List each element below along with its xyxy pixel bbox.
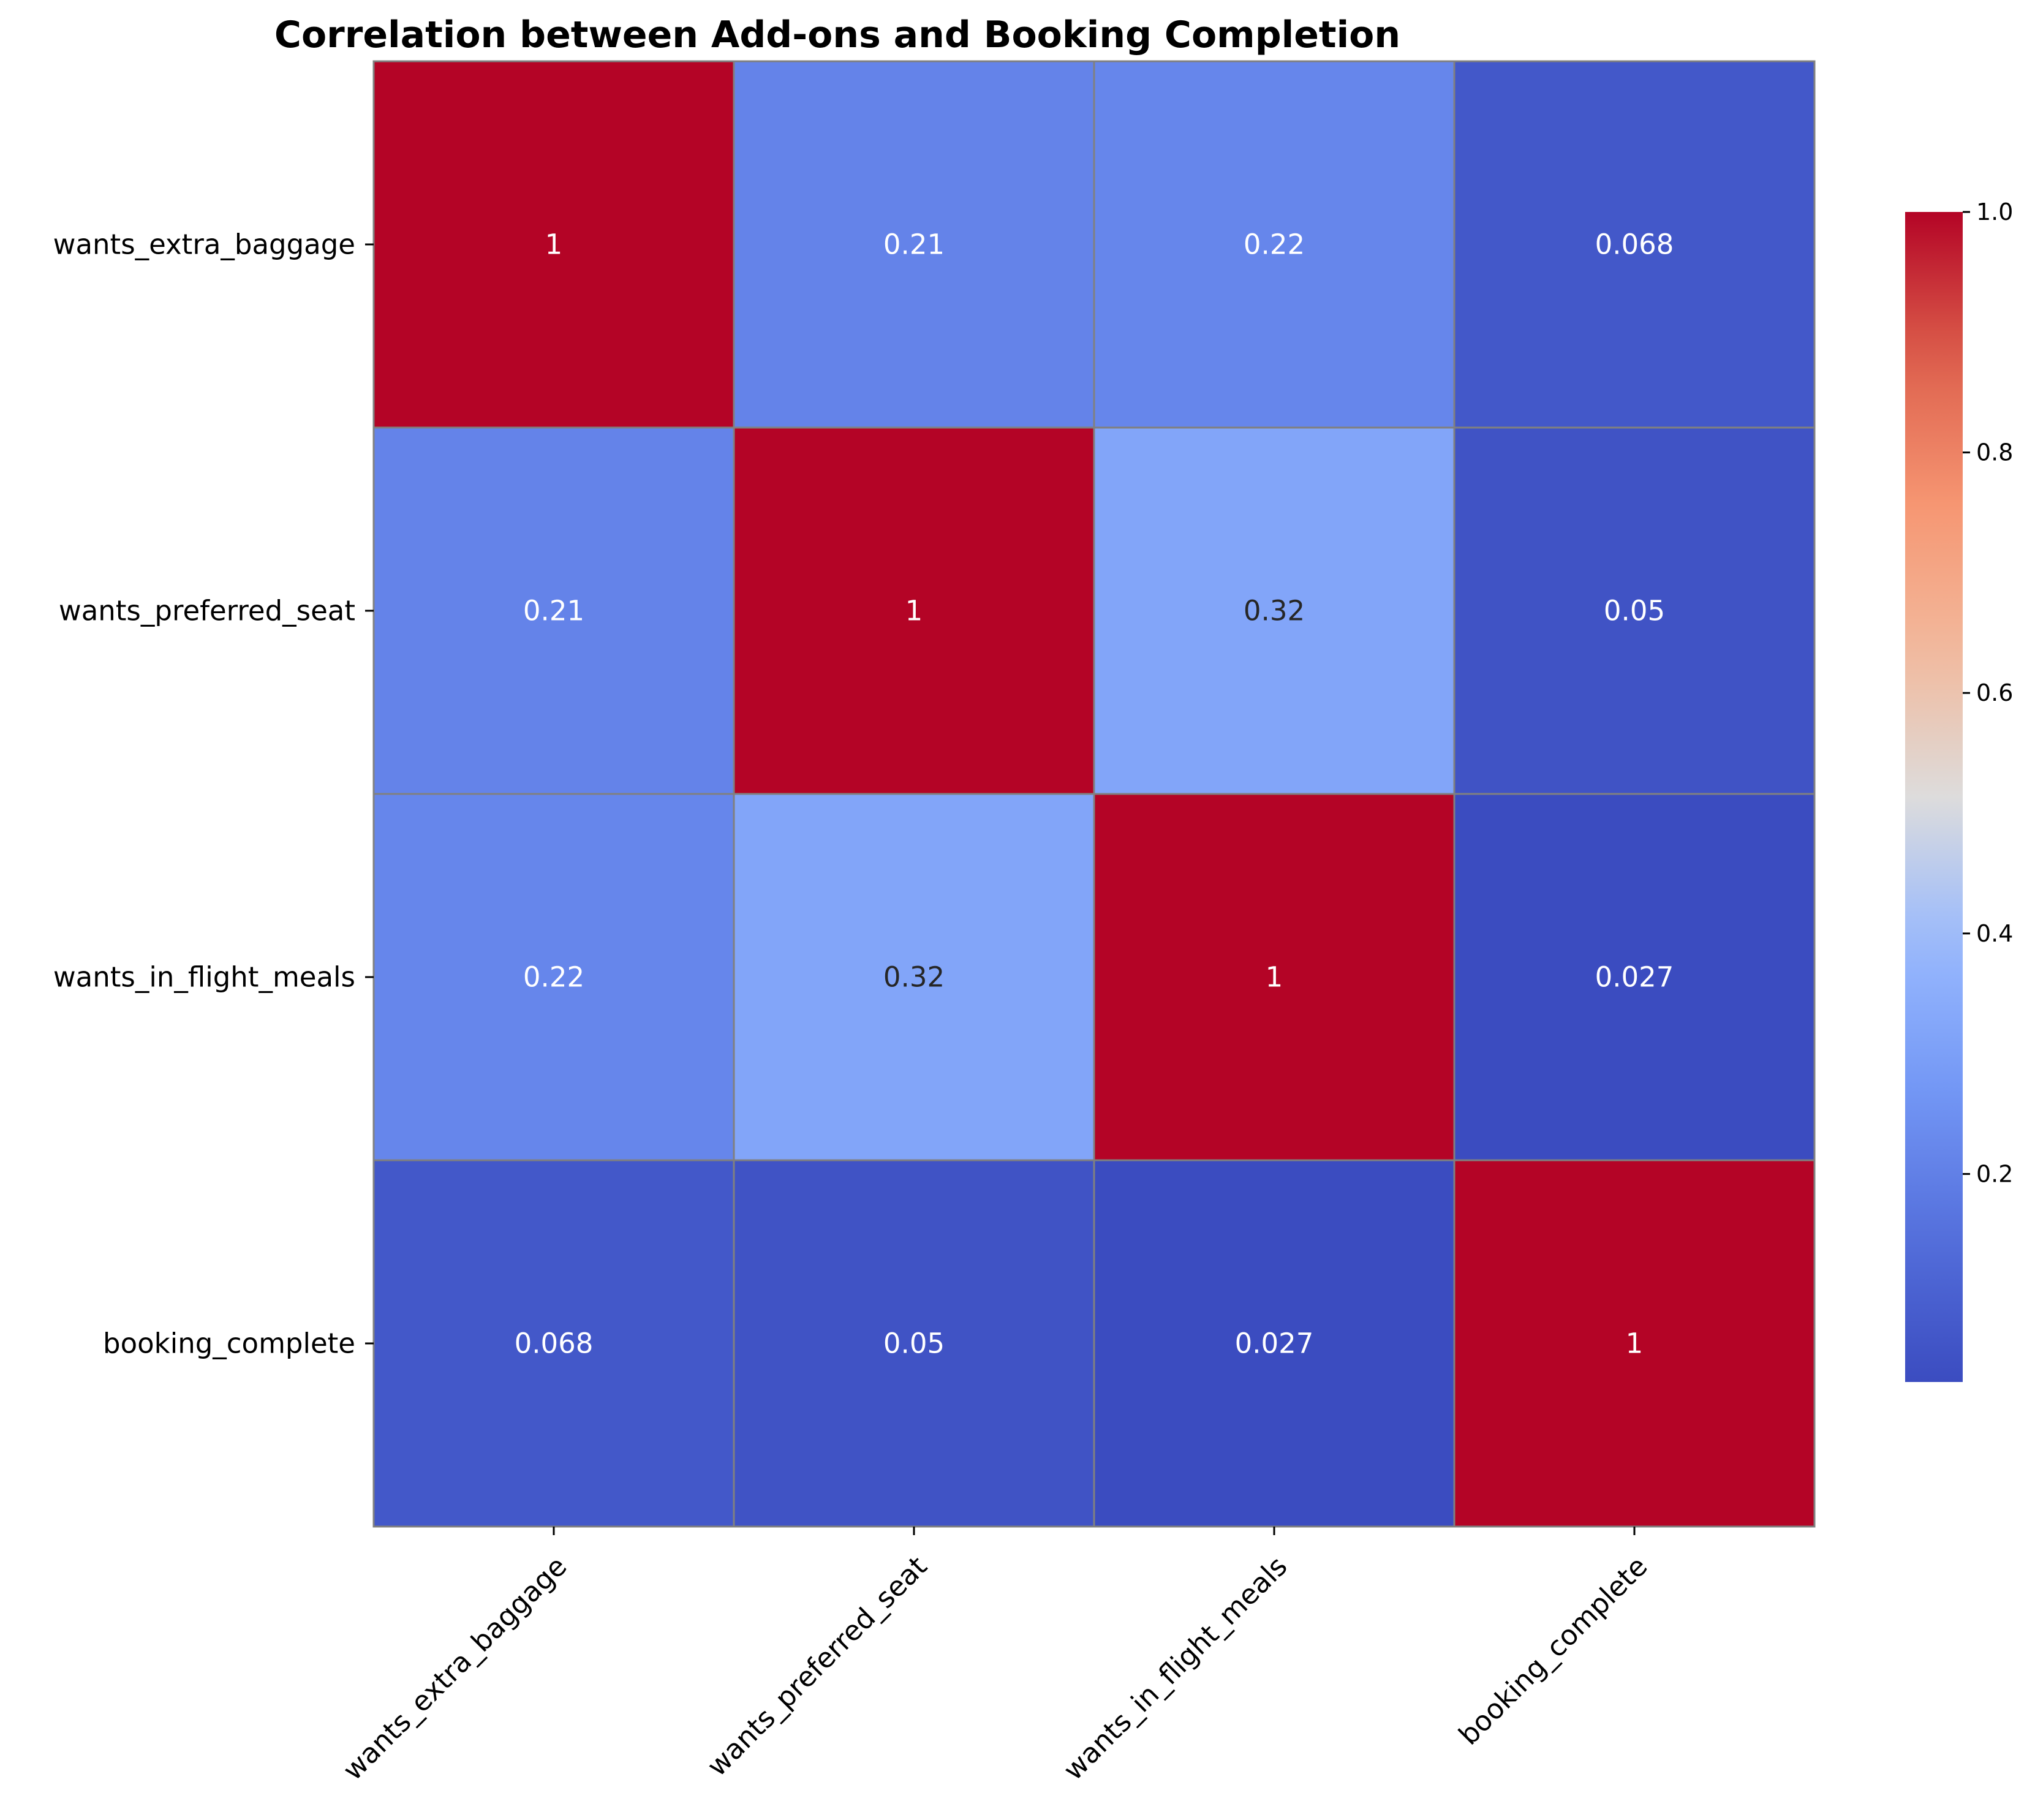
heatmap-cell bbox=[1093, 426, 1455, 795]
cell-annotation: 0.027 bbox=[1235, 1327, 1314, 1360]
heatmap-cell bbox=[1093, 1159, 1455, 1528]
cell-annotation: 1 bbox=[545, 228, 563, 261]
heatmap-cell bbox=[372, 1159, 735, 1528]
x-axis: wants_extra_baggage wants_preferred_seat w… bbox=[336, 1527, 1654, 1786]
cell-annotation: 1 bbox=[905, 595, 923, 627]
x-tick-label: wants_preferred_seat bbox=[701, 1550, 934, 1783]
y-tick-label: wants_extra_baggage bbox=[53, 228, 355, 261]
colorbar-tick-label: 0.8 bbox=[1976, 439, 2013, 466]
cell-annotation: 1 bbox=[1266, 961, 1283, 994]
colorbar-tick-label: 1.0 bbox=[1976, 198, 2013, 225]
colorbar-tick-label: 0.6 bbox=[1976, 679, 2013, 706]
heatmap-cell bbox=[1453, 1159, 1816, 1528]
heatmap-cell bbox=[733, 426, 1095, 795]
cell-annotation: 0.068 bbox=[515, 1327, 594, 1360]
colorbar: 0.2 0.4 0.6 0.8 1.0 bbox=[1905, 198, 2013, 1382]
chart-title: Correlation between Add-ons and Booking … bbox=[274, 13, 1400, 56]
heatmap-cell bbox=[733, 1159, 1095, 1528]
cell-annotation: 0.05 bbox=[1604, 595, 1665, 627]
cell-annotation: 0.068 bbox=[1595, 228, 1674, 261]
cell-annotations: 1 0.21 0.22 0.068 0.21 1 0.32 0.05 0.22 0.32 1 0.02… bbox=[515, 228, 1674, 1360]
cell-annotation: 0.32 bbox=[883, 961, 945, 994]
heatmap-cell bbox=[372, 60, 735, 429]
cell-annotation: 1 bbox=[1626, 1327, 1644, 1360]
colorbar-tick-label: 0.2 bbox=[1976, 1160, 2013, 1187]
x-tick-label: wants_extra_baggage bbox=[336, 1550, 573, 1786]
cell-annotation: 0.21 bbox=[883, 228, 945, 261]
cell-annotation: 0.027 bbox=[1595, 961, 1674, 994]
heatmap-cell bbox=[372, 426, 735, 795]
cell-annotation: 0.21 bbox=[523, 595, 584, 627]
y-axis: wants_extra_baggage wants_preferred_seatw… bbox=[53, 228, 374, 1360]
heatmap-cell bbox=[733, 793, 1095, 1161]
y-tick-label: wants_preferred_seat bbox=[59, 595, 355, 627]
cell-annotation: 0.22 bbox=[523, 961, 584, 994]
colorbar-tick-label: 0.4 bbox=[1976, 920, 2013, 947]
colorbar-bar bbox=[1905, 212, 1963, 1382]
heatmap-cell bbox=[1093, 60, 1455, 429]
x-tick-label: wants_in_flight_meals bbox=[1057, 1550, 1293, 1786]
heatmap-cell bbox=[1453, 60, 1816, 429]
heatmap-cell bbox=[733, 60, 1095, 429]
heatmap-cell bbox=[1453, 426, 1816, 795]
y-tick-label: wants_in_flight_meals bbox=[53, 961, 355, 994]
y-tick-label: booking_complete bbox=[103, 1327, 355, 1360]
heatmap-cells bbox=[372, 60, 1816, 1528]
cell-annotation: 0.05 bbox=[883, 1327, 945, 1360]
x-tick-label: booking_complete bbox=[1452, 1550, 1654, 1751]
heatmap-cell bbox=[1453, 793, 1816, 1161]
cell-annotation: 0.22 bbox=[1244, 228, 1305, 261]
cell-annotation: 0.32 bbox=[1244, 595, 1305, 627]
